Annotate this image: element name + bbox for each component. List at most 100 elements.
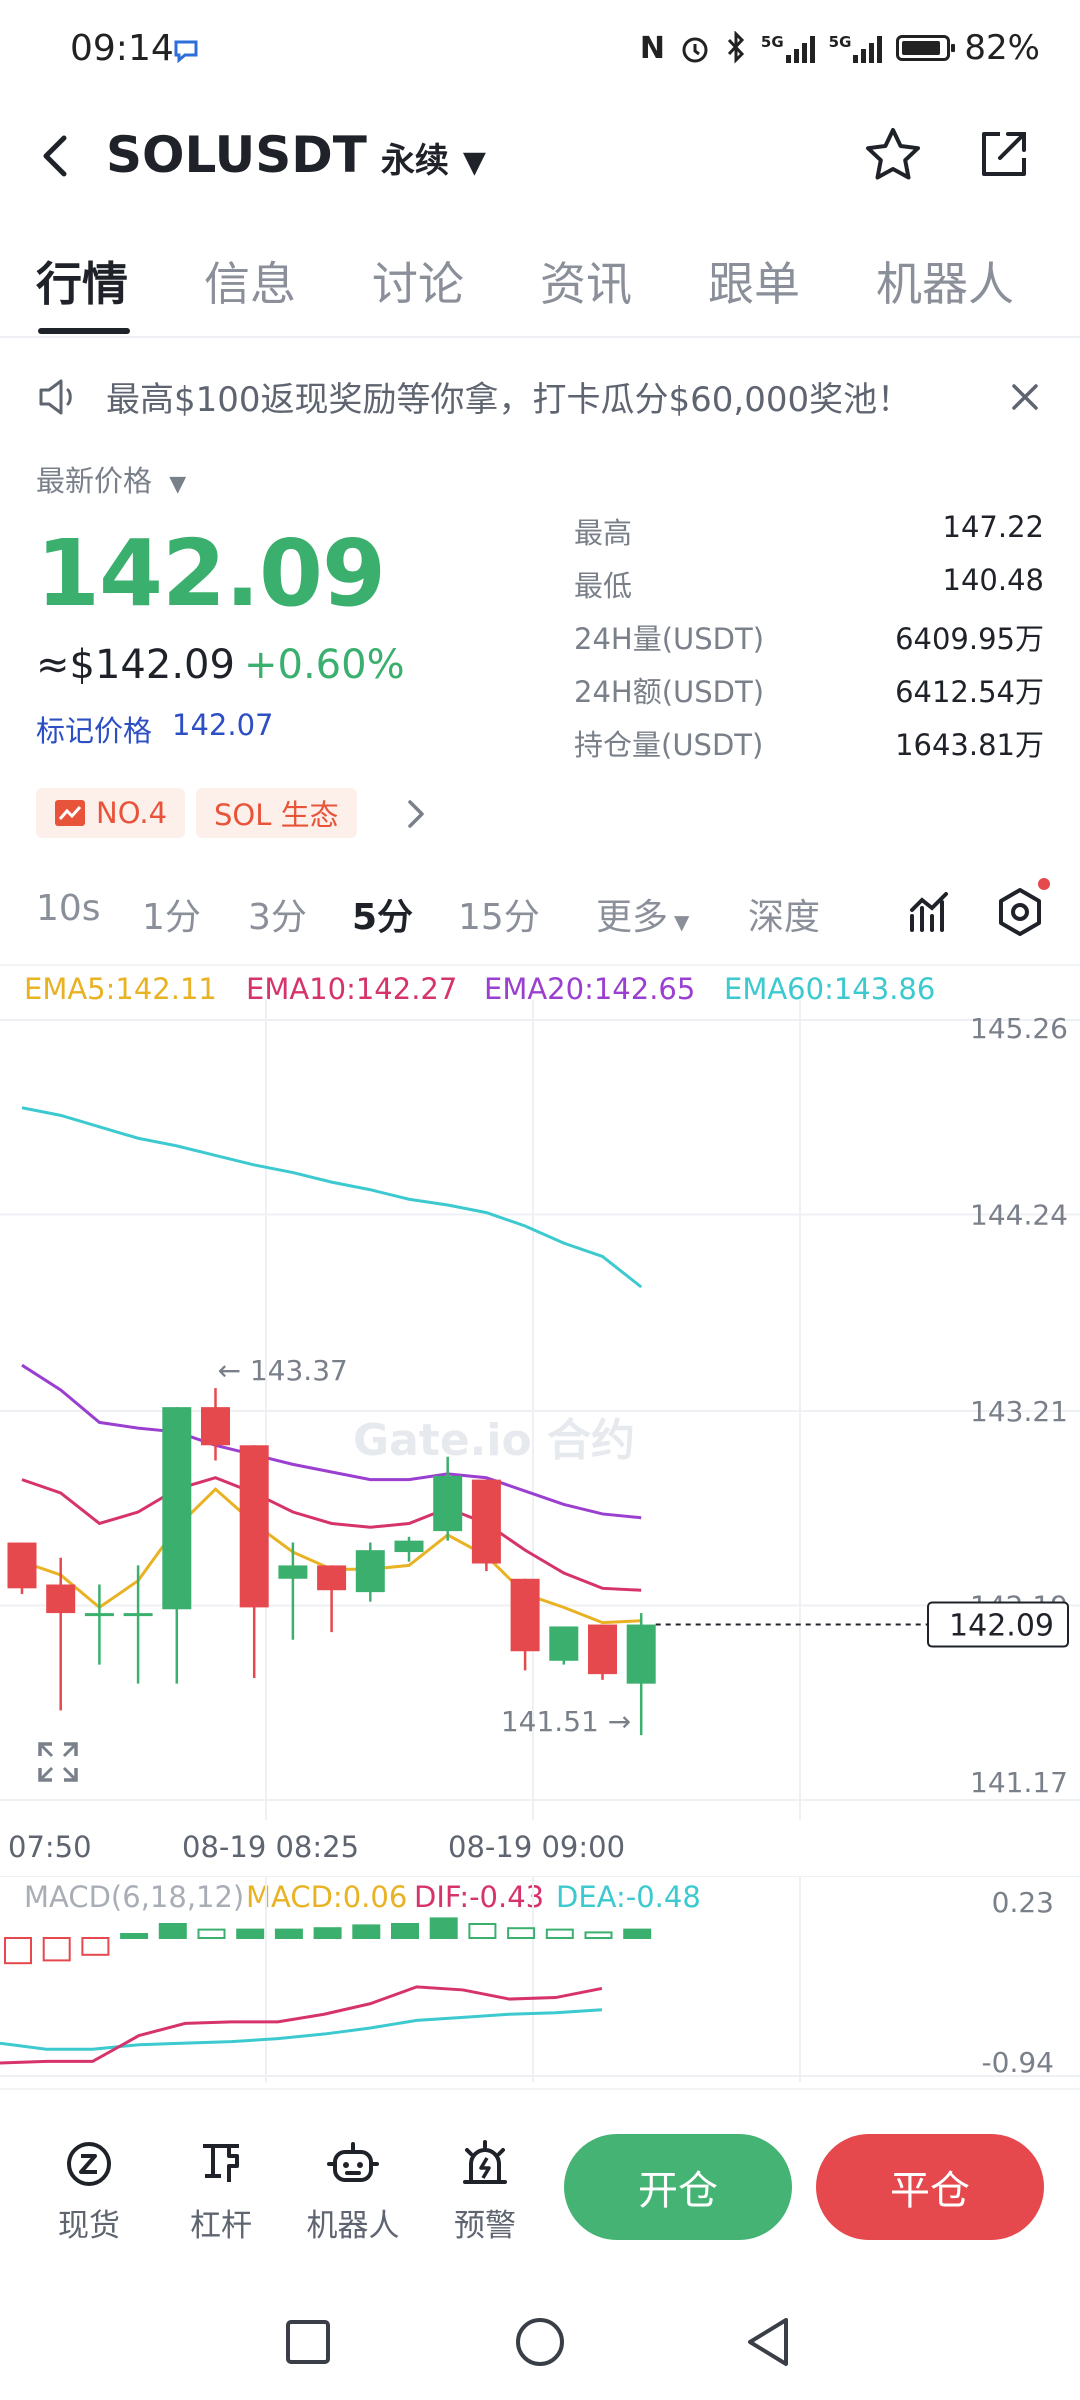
home-icon[interactable] bbox=[514, 2316, 566, 2368]
symbol-selector[interactable]: SOLUSDT 永续 ▼ bbox=[106, 126, 486, 184]
fullscreen-icon[interactable] bbox=[38, 1742, 78, 1782]
caret-down-icon: ▼ bbox=[169, 472, 187, 497]
macd-chart[interactable]: 0.23 -0.94 bbox=[0, 1876, 1080, 2082]
macd-value: MACD:0.06 bbox=[246, 1880, 408, 1914]
interval-more[interactable]: 更多 ▼ bbox=[596, 888, 689, 940]
stat-label: 24H额(USDT) bbox=[574, 675, 765, 709]
stat-24h-turnover: 24H额(USDT) 6412.54万 bbox=[574, 669, 1044, 722]
mark-price-label: 标记价格 bbox=[36, 714, 153, 748]
system-navigation-bar bbox=[0, 2290, 1080, 2400]
dea-line bbox=[0, 2008, 602, 2051]
ema20-label: EMA20:142.65 bbox=[484, 972, 696, 1006]
x-tick: 08-19 09:00 bbox=[448, 1830, 626, 1864]
settings-icon[interactable] bbox=[994, 886, 1046, 938]
battery-percent: 82% bbox=[964, 28, 1040, 68]
candle-body bbox=[84, 1613, 114, 1617]
candle-body bbox=[239, 1445, 269, 1608]
interval-10s[interactable]: 10s bbox=[36, 888, 101, 929]
macd-bar bbox=[42, 1937, 71, 1962]
recent-apps-icon[interactable] bbox=[284, 2318, 332, 2366]
max-price-annotation: ← 143.37 bbox=[218, 1354, 348, 1387]
interval-3m[interactable]: 3分 bbox=[248, 897, 307, 938]
tab-discussion[interactable]: 讨论 bbox=[372, 257, 464, 311]
x-tick: 08-19 08:25 bbox=[182, 1830, 360, 1864]
candle-body bbox=[162, 1407, 192, 1610]
depth-tab[interactable]: 深度 bbox=[748, 897, 821, 938]
latest-price-label: 最新价格 bbox=[36, 464, 153, 498]
usd-price: ≈$142.09 bbox=[36, 642, 235, 688]
min-price-annotation: 141.51 → bbox=[501, 1705, 631, 1738]
alarm-bell-icon bbox=[463, 2140, 507, 2184]
caret-down-icon: ▼ bbox=[674, 910, 690, 934]
tab-copytrade[interactable]: 跟单 bbox=[708, 257, 800, 311]
macd-bar bbox=[584, 1931, 613, 1940]
stat-low: 最低 140.48 bbox=[574, 563, 1044, 616]
candle-body bbox=[46, 1584, 76, 1614]
y-tick: 144.24 bbox=[970, 1199, 1068, 1232]
macd-bar bbox=[352, 1924, 381, 1940]
stat-value: 147.22 bbox=[942, 510, 1044, 544]
candle-body bbox=[7, 1542, 37, 1589]
open-position-button[interactable]: 开仓 bbox=[564, 2134, 792, 2240]
symbol-name: SOLUSDT bbox=[106, 126, 367, 184]
latest-price-selector[interactable]: 最新价格 ▼ bbox=[36, 458, 186, 500]
stat-high: 最高 147.22 bbox=[574, 510, 1044, 563]
macd-y-tick: -0.94 bbox=[982, 2046, 1054, 2079]
candlestick-chart[interactable]: Gate.io 合约 145.26144.24143.21142.19141.1… bbox=[0, 1000, 1080, 1820]
ema20-line bbox=[21, 1363, 642, 1520]
rank-text: NO.4 bbox=[96, 796, 168, 830]
ecosystem-badge[interactable]: SOL 生态 bbox=[196, 788, 357, 838]
indicator-chart-icon[interactable] bbox=[904, 886, 956, 938]
current-price-tag bbox=[927, 1601, 1069, 1648]
leverage-icon bbox=[203, 2144, 239, 2182]
tab-info[interactable]: 信息 bbox=[204, 257, 296, 311]
interval-15m[interactable]: 15分 bbox=[458, 897, 540, 938]
nav-alert[interactable]: 预警 bbox=[430, 2136, 540, 2245]
tab-news[interactable]: 资讯 bbox=[540, 257, 632, 311]
back-arrow-icon[interactable] bbox=[30, 128, 86, 184]
macd-bar bbox=[429, 1917, 458, 1940]
interval-bar: 10s 1分 3分 5分 15分 更多 ▼ 深度 bbox=[0, 880, 1080, 946]
notification-dot bbox=[1038, 878, 1050, 890]
interval-5m[interactable]: 5分 bbox=[352, 897, 414, 938]
star-favorite-icon[interactable] bbox=[862, 124, 924, 186]
share-icon[interactable] bbox=[972, 124, 1034, 186]
header: SOLUSDT 永续 ▼ bbox=[0, 100, 1080, 210]
bluetooth-icon bbox=[727, 31, 745, 64]
ema5-label: EMA5:142.11 bbox=[24, 972, 217, 1006]
rank-badge[interactable]: NO.4 bbox=[36, 788, 186, 838]
macd-bar bbox=[4, 1937, 32, 1965]
candle-body bbox=[355, 1550, 385, 1593]
back-triangle-icon[interactable] bbox=[744, 2316, 792, 2368]
alarm-icon bbox=[682, 37, 708, 63]
macd-bar bbox=[468, 1923, 497, 1939]
tab-market[interactable]: 行情 bbox=[36, 257, 128, 311]
stat-open-interest: 持仓量(USDT) 1643.81万 bbox=[574, 722, 1044, 775]
active-tab-indicator bbox=[38, 328, 130, 334]
status-time: 09:14 bbox=[70, 28, 174, 69]
chevron-right-icon[interactable] bbox=[398, 796, 434, 832]
stat-value: 1643.81万 bbox=[895, 728, 1044, 762]
nav-bot[interactable]: 机器人 bbox=[298, 2136, 408, 2245]
promo-notice[interactable]: 最高$100返现奖励等你拿，打卡瓜分$60,000奖池！ bbox=[0, 370, 1080, 424]
interval-more-label: 更多 bbox=[596, 897, 669, 938]
ema10-label: EMA10:142.27 bbox=[246, 972, 458, 1006]
status-bar: 09:14 N 5G 5G 82% bbox=[0, 0, 1080, 100]
interval-1m[interactable]: 1分 bbox=[142, 897, 201, 938]
candle-body bbox=[123, 1613, 153, 1617]
close-icon[interactable] bbox=[1006, 378, 1044, 416]
tab-bot[interactable]: 机器人 bbox=[876, 257, 1014, 311]
candle-body bbox=[317, 1565, 347, 1591]
contract-type: 永续 bbox=[380, 141, 449, 181]
dif-line bbox=[0, 1985, 603, 2065]
candle-body bbox=[201, 1407, 230, 1446]
nav-spot[interactable]: 现货 bbox=[34, 2136, 144, 2245]
candle-body bbox=[588, 1624, 617, 1675]
nav-margin[interactable]: 杠杆 bbox=[166, 2136, 276, 2245]
current-price-line: 142.09 bbox=[655, 1601, 1069, 1648]
nav-alert-label: 预警 bbox=[454, 2208, 516, 2244]
nav-bot-label: 机器人 bbox=[306, 2208, 400, 2244]
close-position-button[interactable]: 平仓 bbox=[816, 2134, 1044, 2240]
battery-icon bbox=[896, 35, 956, 61]
caret-down-icon: ▼ bbox=[462, 145, 486, 180]
